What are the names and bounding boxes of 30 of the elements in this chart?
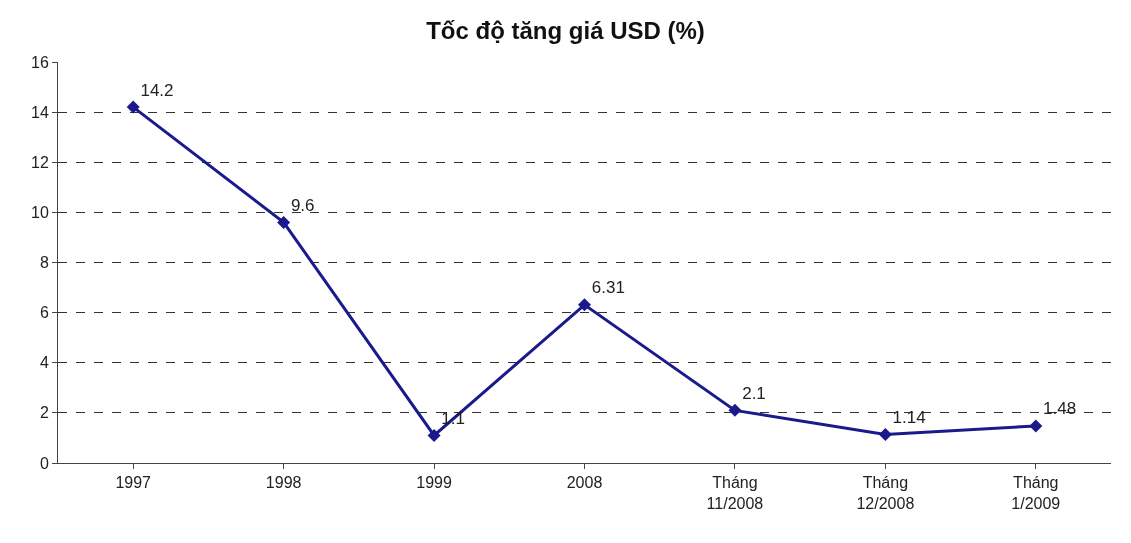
x-tick-label: Tháng 1/2009: [1011, 474, 1061, 512]
x-tick-label: 1998: [265, 474, 302, 492]
point: [578, 298, 591, 312]
y-tick-label: 14: [31, 103, 49, 121]
data-label: 14.2: [140, 80, 174, 100]
data-label: 6.31: [591, 278, 625, 298]
x-tick-label: 2008: [566, 474, 603, 492]
y-tick-label: 6: [39, 304, 49, 322]
data-label: 2.1: [742, 383, 766, 403]
x-tick-label: Tháng 12/2008: [856, 474, 915, 512]
y-tick-label: 12: [31, 153, 49, 171]
data-label: 9.6: [290, 195, 315, 215]
chart-title: Tốc độ tăng giá USD (%): [426, 16, 705, 44]
point: [728, 403, 742, 417]
y-tick-label: 2: [39, 404, 49, 422]
x-tick-label: 1997: [115, 474, 152, 492]
y-tick-label: 10: [31, 203, 49, 221]
point: [277, 215, 291, 229]
y-tick-label: 4: [39, 354, 49, 372]
point: [427, 428, 441, 442]
point: [878, 427, 892, 441]
point: [126, 100, 140, 114]
x-tick-label: Tháng 11/2008: [706, 474, 764, 512]
y-tick-label: 8: [39, 254, 49, 272]
y-tick-label: 0: [39, 454, 49, 472]
x-tick-label: 1999: [416, 474, 452, 492]
y-tick-label: 16: [31, 53, 49, 71]
data-label: 1.48: [1043, 399, 1077, 419]
data-label: 1.14: [892, 407, 926, 427]
point: [1029, 419, 1043, 433]
